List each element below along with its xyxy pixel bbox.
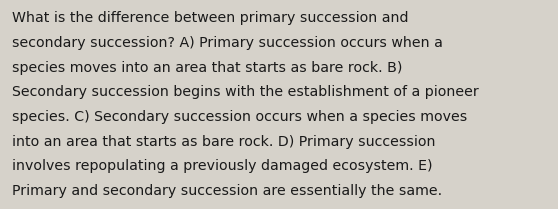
Text: Secondary succession begins with the establishment of a pioneer: Secondary succession begins with the est… (12, 85, 479, 99)
Text: into an area that starts as bare rock. D) Primary succession: into an area that starts as bare rock. D… (12, 135, 436, 149)
Text: Primary and secondary succession are essentially the same.: Primary and secondary succession are ess… (12, 184, 442, 198)
Text: What is the difference between primary succession and: What is the difference between primary s… (12, 11, 409, 25)
Text: involves repopulating a previously damaged ecosystem. E): involves repopulating a previously damag… (12, 159, 433, 173)
Text: species. C) Secondary succession occurs when a species moves: species. C) Secondary succession occurs … (12, 110, 468, 124)
Text: species moves into an area that starts as bare rock. B): species moves into an area that starts a… (12, 61, 403, 75)
Text: secondary succession? A) Primary succession occurs when a: secondary succession? A) Primary success… (12, 36, 443, 50)
